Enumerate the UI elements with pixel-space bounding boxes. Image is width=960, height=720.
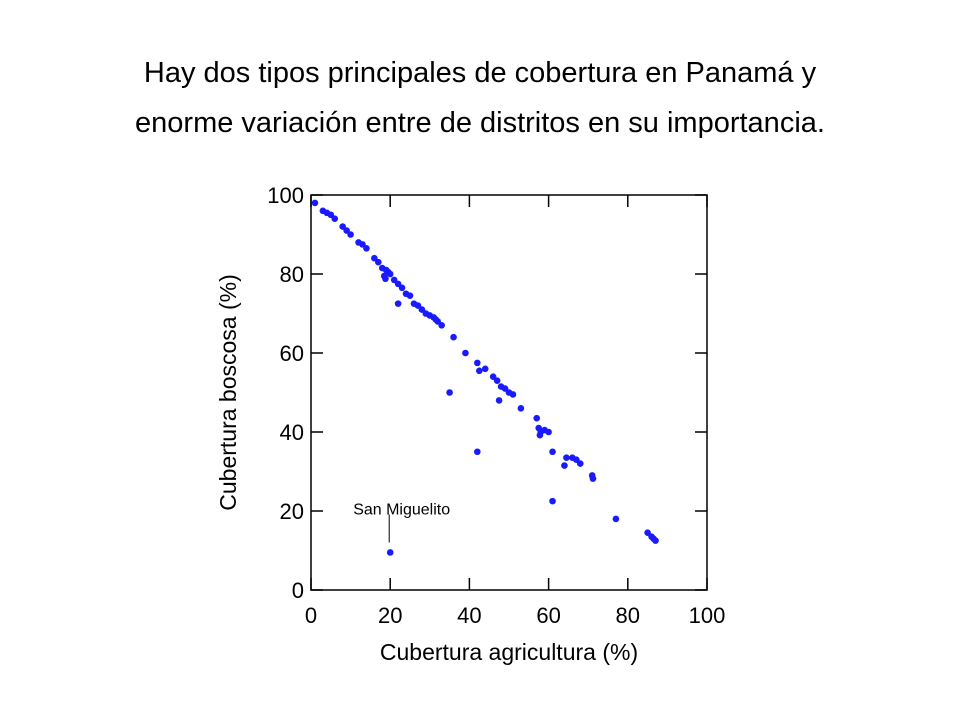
- y-tick-label: 100: [267, 183, 304, 208]
- data-point: [398, 284, 406, 292]
- slide-title-line-1: Hay dos tipos principales de cobertura e…: [143, 57, 817, 89]
- data-point: [561, 462, 568, 469]
- slide-title: Hay dos tipos principales de cobertura e…: [0, 48, 960, 148]
- data-point: [533, 414, 541, 422]
- y-axis-label: Cubertura boscosa (%): [215, 274, 241, 511]
- data-point: [549, 448, 556, 456]
- x-tick-label: 60: [536, 603, 560, 628]
- data-point: [438, 322, 445, 329]
- data-point: [386, 549, 394, 556]
- data-point: [589, 475, 597, 482]
- data-point: [363, 245, 370, 252]
- x-tick-label: 100: [689, 603, 726, 628]
- data-point: [563, 454, 570, 461]
- data-point: [474, 359, 481, 367]
- x-tick-label: 20: [378, 603, 402, 628]
- data-point: [406, 292, 414, 300]
- data-point: [386, 270, 394, 278]
- x-tick-label: 40: [457, 603, 481, 628]
- data-point: [462, 349, 469, 357]
- data-point: [331, 215, 339, 222]
- data-point: [612, 515, 620, 523]
- x-tick-label: 0: [305, 603, 317, 628]
- data-point: [517, 405, 525, 412]
- data-point: [450, 333, 457, 341]
- data-point: [536, 431, 544, 439]
- y-tick-label: 80: [280, 262, 304, 287]
- data-point: [549, 497, 556, 505]
- data-point: [311, 199, 319, 207]
- data-point: [493, 377, 501, 384]
- scatter-points: [311, 199, 659, 556]
- y-tick-label: 60: [280, 341, 304, 366]
- data-point: [446, 389, 453, 396]
- data-point: [495, 397, 503, 404]
- data-point: [576, 460, 584, 467]
- slide-title-line-2: enorme variación entre de distritos en s…: [135, 107, 825, 139]
- x-tick-label: 80: [616, 603, 640, 628]
- y-tick-label: 0: [292, 578, 304, 603]
- data-point: [394, 300, 402, 307]
- data-point: [375, 258, 382, 266]
- y-tick-label: 40: [280, 420, 304, 445]
- annotation-label: San Miguelito: [353, 501, 450, 518]
- data-point: [382, 275, 389, 283]
- data-point: [481, 365, 489, 373]
- data-point: [509, 391, 517, 398]
- data-point: [347, 231, 354, 238]
- y-tick-label: 20: [280, 499, 304, 524]
- data-point: [476, 367, 483, 375]
- data-point: [652, 537, 659, 544]
- x-axis-label: Cubertura agricultura (%): [380, 639, 638, 665]
- plot-frame: [310, 194, 708, 591]
- data-point: [474, 448, 481, 456]
- data-point: [545, 428, 552, 436]
